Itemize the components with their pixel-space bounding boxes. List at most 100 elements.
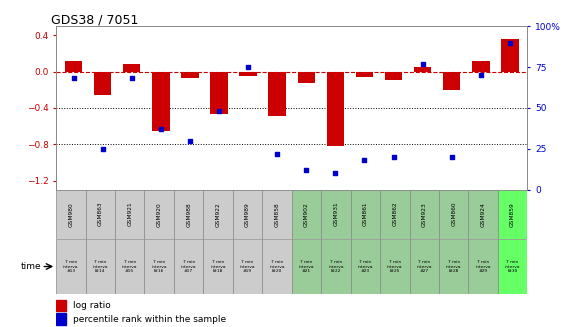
Bar [380,190,410,239]
Bar [94,72,112,95]
Text: log ratio: log ratio [72,301,111,310]
Bar [85,239,115,294]
Bar [85,190,115,239]
Text: 7 min
interva
l#28: 7 min interva l#28 [446,260,462,273]
Bar [174,239,203,294]
Text: GSM922: GSM922 [215,202,220,227]
Bar [144,239,174,294]
Bar [203,239,233,294]
Bar [269,72,286,116]
Bar [501,39,518,72]
Bar [123,64,140,72]
Text: 7 min
interva
#29: 7 min interva #29 [475,260,491,273]
Bar [115,239,144,294]
Point [69,76,78,81]
Point [331,171,340,176]
Text: 7 min
interva
#19: 7 min interva #19 [240,260,255,273]
Text: 7 min
interva
l#16: 7 min interva l#16 [151,260,167,273]
Bar [56,239,85,294]
Bar [233,239,262,294]
Text: GSM862: GSM862 [392,202,397,227]
Bar [174,190,203,239]
Text: GSM860: GSM860 [451,202,456,227]
Text: 7 min
interva
l#14: 7 min interva l#14 [93,260,108,273]
Bar [468,190,498,239]
Text: 7 min
interva
#15: 7 min interva #15 [122,260,137,273]
Text: 7 min
interva
#27: 7 min interva #27 [416,260,432,273]
Point [186,138,195,143]
Text: 7 min
interva
l#20: 7 min interva l#20 [269,260,285,273]
Bar [498,239,527,294]
Text: GSM858: GSM858 [274,202,279,227]
Bar [292,190,321,239]
Point [476,73,485,78]
Bar [439,239,468,294]
Bar [385,72,402,80]
Bar [380,239,410,294]
Bar [233,190,262,239]
Bar [262,190,292,239]
Text: 7 min
interva
#23: 7 min interva #23 [357,260,373,273]
Bar [443,72,461,90]
Bar [144,190,174,239]
Text: GSM923: GSM923 [422,202,427,227]
Bar [410,239,439,294]
Point [273,151,282,156]
Text: GSM920: GSM920 [157,202,162,227]
Bar [356,72,373,77]
Text: GSM902: GSM902 [304,202,309,227]
Text: time: time [21,262,42,271]
Bar [351,190,380,239]
Text: 7 min
interva
l#18: 7 min interva l#18 [210,260,226,273]
Text: GDS38 / 7051: GDS38 / 7051 [52,13,139,26]
Point [157,127,165,132]
Bar [498,190,527,239]
Text: GSM988: GSM988 [186,202,191,227]
Bar [472,61,490,72]
Point [418,61,427,66]
Bar [351,239,380,294]
Bar [56,314,66,325]
Text: GSM861: GSM861 [363,202,368,226]
Bar [210,72,228,114]
Bar [468,239,498,294]
Point [389,154,398,160]
Text: 7 min
interva
l#30: 7 min interva l#30 [505,260,521,273]
Bar [240,72,257,76]
Point [127,76,136,81]
Text: GSM980: GSM980 [68,202,73,227]
Point [360,158,369,163]
Text: 7 min
interva
#13: 7 min interva #13 [63,260,79,273]
Bar [181,72,199,78]
Bar [65,61,82,72]
Text: percentile rank within the sample: percentile rank within the sample [72,315,226,323]
Bar [203,190,233,239]
Point [98,146,107,151]
Point [302,167,311,173]
Bar [56,190,85,239]
Text: 7 min
interva
#17: 7 min interva #17 [181,260,196,273]
Bar [327,72,344,146]
Bar [414,67,431,72]
Bar [292,239,321,294]
Text: GSM931: GSM931 [333,202,338,227]
Text: GSM863: GSM863 [98,202,103,227]
Text: 7 min
interva
l#22: 7 min interva l#22 [328,260,344,273]
Text: GSM859: GSM859 [510,202,515,227]
Point [243,64,252,70]
Point [505,40,514,45]
Bar [321,239,351,294]
Point [447,154,456,160]
Bar [115,190,144,239]
Bar [321,190,351,239]
Bar [439,190,468,239]
Bar [297,72,315,83]
Text: 7 min
interva
#21: 7 min interva #21 [298,260,314,273]
Text: GSM921: GSM921 [127,202,132,227]
Text: 7 min
interva
l#25: 7 min interva l#25 [387,260,403,273]
Bar [152,72,169,130]
Bar [262,239,292,294]
Bar [410,190,439,239]
Bar [56,300,66,311]
Point [214,109,223,114]
